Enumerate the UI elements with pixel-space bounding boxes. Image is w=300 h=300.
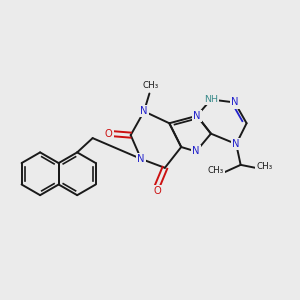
Text: O: O [105,129,112,139]
Text: CH₃: CH₃ [143,81,159,90]
Text: N: N [140,106,148,116]
Text: N: N [232,139,240,149]
Text: N: N [137,154,145,164]
Text: O: O [154,186,161,196]
Text: CH₃: CH₃ [256,162,273,171]
Text: N: N [231,98,238,107]
Text: CH₃: CH₃ [208,166,224,175]
Text: N: N [192,146,200,157]
Text: N: N [193,111,201,121]
Text: NH: NH [204,95,218,104]
